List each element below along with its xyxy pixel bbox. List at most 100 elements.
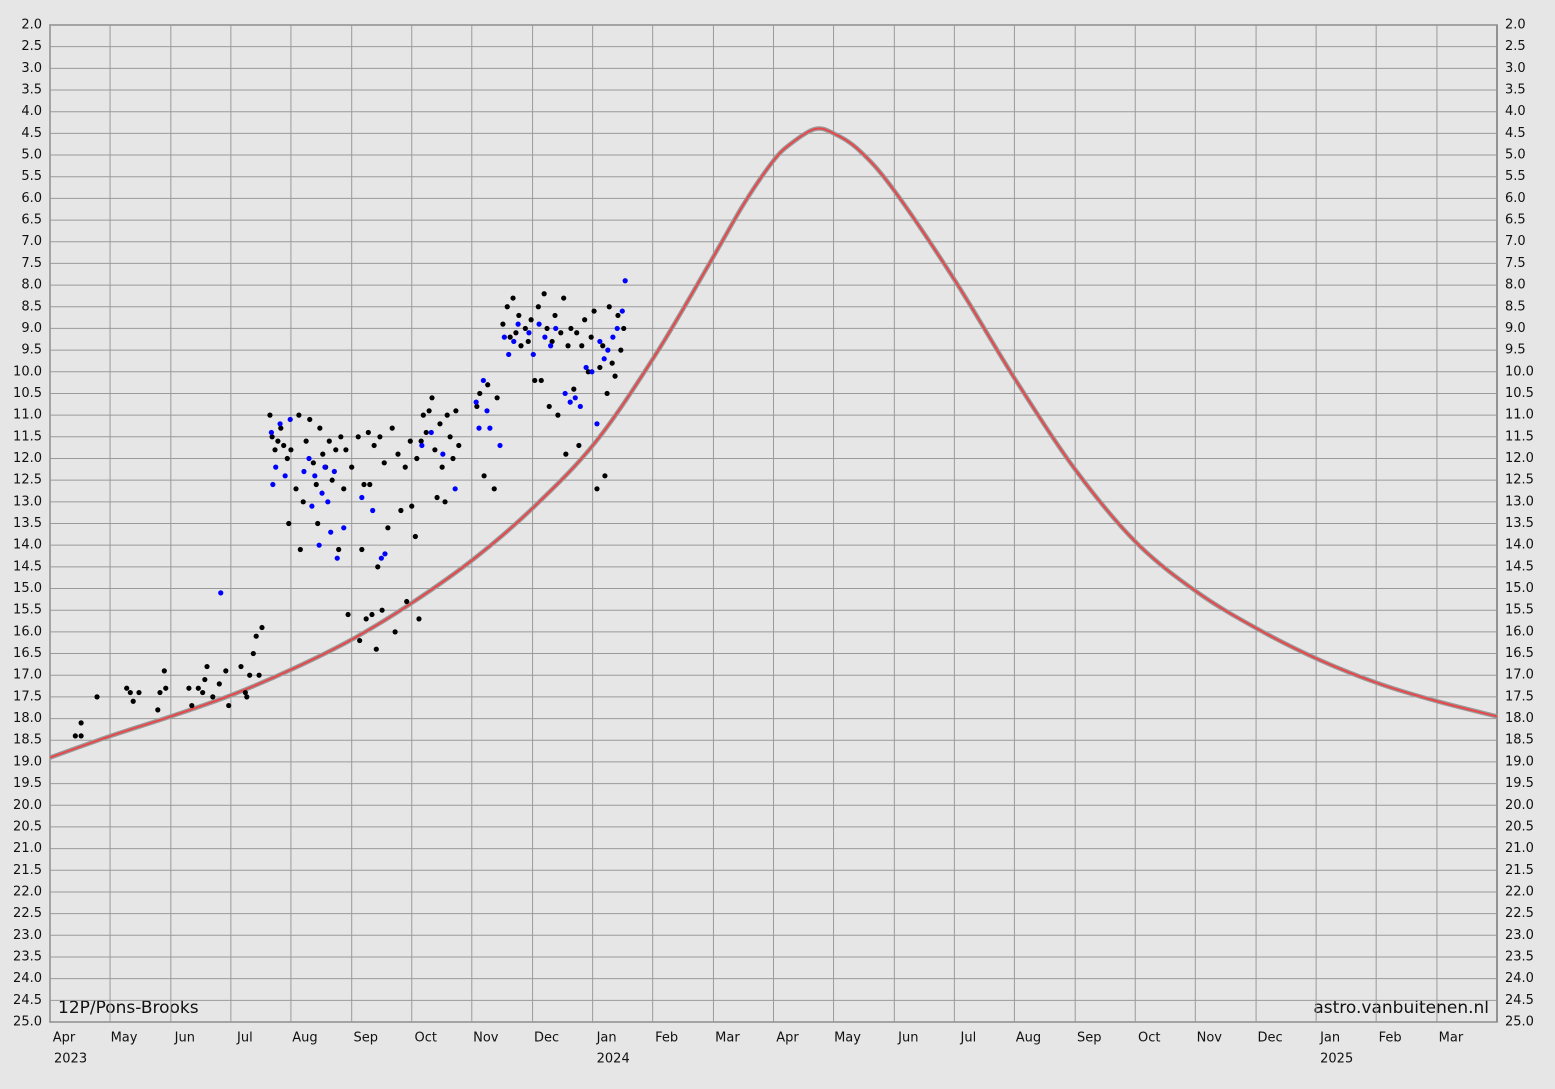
- data-point: [535, 304, 541, 310]
- y2-tick-label: 8.5: [1505, 299, 1526, 314]
- x-tick-label: Feb: [1379, 1031, 1402, 1046]
- x-tick-label: Oct: [415, 1031, 437, 1046]
- data-point: [392, 629, 398, 635]
- y2-tick-label: 21.0: [1505, 841, 1534, 856]
- data-point: [434, 494, 440, 501]
- data-point: [546, 403, 552, 410]
- y-tick-label: 19.5: [13, 776, 42, 791]
- y2-tick-label: 23.5: [1505, 949, 1534, 964]
- data-point: [127, 689, 133, 696]
- data-point: [561, 295, 567, 301]
- data-point: [507, 334, 513, 340]
- y-tick-label: 21.5: [13, 863, 42, 878]
- data-point: [161, 668, 167, 674]
- data-point: [538, 377, 544, 384]
- data-point: [268, 429, 274, 436]
- y2-tick-label: 18.0: [1505, 711, 1534, 726]
- x-tick-label: Jan: [596, 1031, 617, 1046]
- y-tick-label: 12.0: [13, 451, 42, 466]
- x-tick-label: Sep: [353, 1031, 378, 1046]
- data-point: [322, 464, 328, 470]
- data-point: [186, 685, 192, 691]
- data-point: [549, 338, 555, 345]
- data-point: [300, 499, 306, 505]
- data-point: [414, 455, 420, 462]
- y-tick-label: 10.0: [13, 364, 42, 379]
- credit: astro.vanbuitenen.nl: [1313, 998, 1489, 1018]
- data-point: [510, 295, 516, 301]
- data-point: [591, 308, 597, 314]
- y-tick-label: 6.5: [21, 213, 42, 228]
- data-point: [412, 533, 418, 540]
- y-tick-label: 10.5: [13, 386, 42, 401]
- data-point: [242, 689, 248, 696]
- data-point: [423, 429, 429, 436]
- data-point: [287, 416, 293, 423]
- data-point: [604, 390, 610, 397]
- y-tick-label: 8.5: [21, 299, 42, 314]
- y2-tick-label: 24.0: [1505, 971, 1534, 986]
- data-point: [485, 382, 491, 388]
- y2-tick-label: 21.5: [1505, 863, 1534, 878]
- data-point: [440, 451, 446, 457]
- data-point: [506, 351, 512, 358]
- x-tick-label: Mar: [715, 1031, 740, 1046]
- y-tick-label: 14.5: [13, 559, 42, 574]
- data-point: [491, 486, 497, 492]
- data-point: [426, 408, 432, 414]
- data-point: [286, 520, 292, 527]
- data-point: [278, 425, 284, 431]
- data-point: [157, 689, 163, 696]
- data-point: [558, 330, 564, 336]
- y-tick-label: 9.0: [21, 321, 42, 336]
- y-tick-label: 2.5: [21, 39, 42, 54]
- data-point: [333, 447, 339, 453]
- data-point: [513, 330, 519, 336]
- data-point: [612, 373, 618, 379]
- x-tick-label: Feb: [655, 1031, 678, 1046]
- data-point: [349, 464, 355, 470]
- data-point: [381, 460, 387, 466]
- data-point: [577, 403, 583, 410]
- y-tick-label: 4.5: [21, 126, 42, 141]
- y2-tick-label: 7.5: [1505, 256, 1526, 271]
- y2-tick-label: 5.5: [1505, 169, 1526, 184]
- y-tick-label: 9.5: [21, 343, 42, 358]
- y2-tick-label: 12.5: [1505, 473, 1534, 488]
- data-point: [309, 503, 315, 509]
- data-point: [202, 676, 208, 683]
- y-tick-label: 4.0: [21, 104, 42, 119]
- y-tick-label: 2.0: [21, 18, 42, 33]
- y2-tick-label: 20.5: [1505, 819, 1534, 834]
- y2-tick-label: 10.5: [1505, 386, 1534, 401]
- data-point: [326, 438, 332, 444]
- x-tick-label: May: [111, 1031, 138, 1046]
- data-point: [532, 377, 538, 384]
- data-point: [341, 525, 347, 531]
- y2-tick-label: 10.0: [1505, 364, 1534, 379]
- data-point: [504, 304, 510, 310]
- data-point: [367, 481, 373, 488]
- data-point: [562, 390, 568, 397]
- data-point: [355, 434, 361, 440]
- data-point: [515, 321, 521, 327]
- data-point: [481, 473, 487, 479]
- data-point: [487, 425, 493, 431]
- data-point: [615, 312, 621, 319]
- data-point: [331, 468, 337, 475]
- data-point: [317, 425, 323, 431]
- x-tick-label: Sep: [1077, 1031, 1102, 1046]
- y-tick-label: 12.5: [13, 473, 42, 488]
- y2-tick-label: 17.5: [1505, 689, 1534, 704]
- y2-tick-label: 23.0: [1505, 928, 1534, 943]
- data-point: [553, 325, 559, 332]
- y-tick-label: 24.0: [13, 971, 42, 986]
- data-point: [319, 490, 325, 496]
- data-point: [189, 702, 195, 709]
- data-point: [371, 442, 377, 449]
- data-point: [409, 503, 415, 509]
- y2-tick-label: 16.0: [1505, 624, 1534, 639]
- data-point: [306, 455, 312, 462]
- data-point: [307, 416, 313, 423]
- data-point: [259, 624, 265, 631]
